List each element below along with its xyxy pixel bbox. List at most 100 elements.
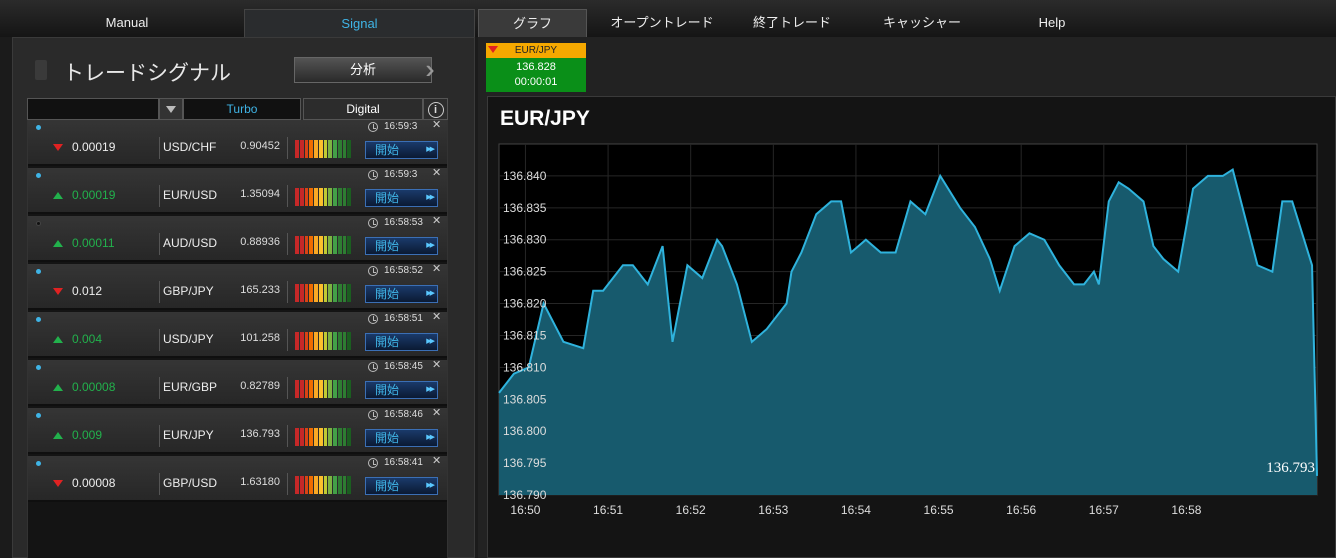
divider xyxy=(287,473,288,495)
open-trade-button[interactable]: 開始 xyxy=(365,381,438,399)
open-trade-button[interactable]: 開始 xyxy=(365,285,438,303)
arrow-down-icon xyxy=(53,480,63,487)
close-icon[interactable]: ✕ xyxy=(432,119,442,131)
divider xyxy=(287,377,288,399)
pair-label: USD/CHF xyxy=(163,140,217,154)
tab-manual[interactable]: Manual xyxy=(105,15,149,30)
change-value: 0.012 xyxy=(72,284,103,298)
signal-strength-meter xyxy=(295,380,351,398)
close-icon[interactable]: ✕ xyxy=(432,167,442,179)
status-dot xyxy=(36,125,41,130)
status-dot xyxy=(36,173,41,178)
price-value: 136.793 xyxy=(240,428,280,440)
close-icon[interactable]: ✕ xyxy=(432,455,442,467)
open-trade-button[interactable]: 開始 xyxy=(365,477,438,495)
tab-help[interactable]: Help xyxy=(1038,15,1066,30)
tab-signal[interactable]: Signal xyxy=(244,9,475,37)
open-trade-button[interactable]: 開始 xyxy=(365,141,438,159)
status-dot xyxy=(36,413,41,418)
open-trade-button[interactable]: 開始 xyxy=(365,237,438,255)
pair-label: GBP/USD xyxy=(163,476,218,490)
info-button[interactable]: i xyxy=(423,98,448,120)
y-tick-label: 136.795 xyxy=(503,456,547,470)
x-tick-label: 16:54 xyxy=(841,503,871,517)
quick-trade-price: 136.828 xyxy=(516,61,556,73)
chart-title: EUR/JPY xyxy=(500,107,590,130)
divider xyxy=(159,473,160,495)
change-value: 0.00019 xyxy=(72,188,116,202)
tab-cashier[interactable]: キャッシャー xyxy=(882,15,961,30)
filter-dropdown-button[interactable] xyxy=(159,98,183,120)
signal-strength-meter xyxy=(295,332,351,350)
tab-graph[interactable]: グラフ xyxy=(478,9,587,37)
x-tick-label: 16:50 xyxy=(510,503,540,517)
expiry-time: 16:59:3 xyxy=(384,169,418,180)
signal-row: 0.012 GBP/JPY 165.233 16:58:52 ✕ 開始 xyxy=(28,263,447,310)
divider xyxy=(159,185,160,207)
change-value: 0.004 xyxy=(72,332,103,346)
close-icon[interactable]: ✕ xyxy=(432,311,442,323)
arrow-up-icon xyxy=(53,240,63,247)
arrow-down-icon xyxy=(53,288,63,295)
x-tick-label: 16:52 xyxy=(676,503,706,517)
status-dot xyxy=(36,461,41,466)
change-value: 0.00008 xyxy=(72,380,116,394)
filter-select[interactable] xyxy=(27,98,159,120)
x-tick-label: 16:53 xyxy=(758,503,788,517)
tab-open-trades[interactable]: オープントレード xyxy=(610,15,714,30)
signal-row: 0.009 EUR/JPY 136.793 16:58:46 ✕ 開始 xyxy=(28,407,447,454)
x-tick-label: 16:51 xyxy=(593,503,623,517)
signal-strength-meter xyxy=(295,476,351,494)
filter-tab-digital[interactable]: Digital xyxy=(303,98,423,120)
price-value: 1.35094 xyxy=(240,188,280,200)
x-tick-label: 16:55 xyxy=(924,503,954,517)
price-value: 1.63180 xyxy=(240,476,280,488)
close-icon[interactable]: ✕ xyxy=(432,407,442,419)
clock-icon xyxy=(368,314,378,324)
y-tick-label: 136.820 xyxy=(503,297,547,311)
divider xyxy=(287,233,288,255)
signals-title: トレードシグナル xyxy=(63,62,231,85)
x-tick-label: 16:57 xyxy=(1089,503,1119,517)
change-value: 0.00008 xyxy=(72,476,116,490)
arrow-up-icon xyxy=(53,432,63,439)
quick-trade-body: 136.828 00:00:01 xyxy=(486,58,586,92)
open-trade-button[interactable]: 開始 xyxy=(365,189,438,207)
divider xyxy=(159,377,160,399)
close-icon[interactable]: ✕ xyxy=(432,215,442,227)
close-icon[interactable]: ✕ xyxy=(432,359,442,371)
divider xyxy=(287,185,288,207)
clock-icon xyxy=(368,410,378,420)
chevron-down-icon xyxy=(166,106,176,113)
expiry-time: 16:59:3 xyxy=(384,121,418,132)
arrow-down-icon xyxy=(53,144,63,151)
filter-tab-turbo[interactable]: Turbo xyxy=(183,98,301,120)
y-tick-label: 136.825 xyxy=(503,265,547,279)
x-tick-label: 16:56 xyxy=(1006,503,1036,517)
open-trade-button[interactable]: 開始 xyxy=(365,429,438,447)
y-tick-label: 136.805 xyxy=(503,392,547,406)
analyze-button[interactable]: 分析 xyxy=(294,57,432,83)
signal-row: 0.00008 GBP/USD 1.63180 16:58:41 ✕ 開始 xyxy=(28,455,447,502)
chart-panel: EUR/JPY 136.828 00:00:01 EUR/JPY 136.840… xyxy=(478,37,1336,558)
price-value: 165.233 xyxy=(240,284,280,296)
expiry-time: 16:58:51 xyxy=(384,313,423,324)
change-value: 0.00011 xyxy=(72,236,115,250)
divider xyxy=(159,425,160,447)
panel-marker-icon xyxy=(35,60,47,80)
status-dot xyxy=(36,221,41,226)
divider xyxy=(287,425,288,447)
quick-trade-card[interactable]: EUR/JPY 136.828 00:00:01 xyxy=(486,43,586,92)
open-trade-button[interactable]: 開始 xyxy=(365,333,438,351)
pair-label: GBP/JPY xyxy=(163,284,214,298)
current-price-label: 136.793 xyxy=(1266,460,1315,476)
clock-icon xyxy=(368,122,378,132)
price-chart[interactable]: 136.840 136.835 136.830 136.825 136.820 136.8… xyxy=(488,97,1336,558)
divider xyxy=(159,233,160,255)
tab-closed-trades[interactable]: 終了トレード xyxy=(752,15,831,30)
signal-row: 0.004 USD/JPY 101.258 16:58:51 ✕ 開始 xyxy=(28,311,447,358)
price-value: 0.88936 xyxy=(240,236,280,248)
close-icon[interactable]: ✕ xyxy=(432,263,442,275)
signals-panel: トレードシグナル 分析 ››› Turbo Digital i 0.00019 U… xyxy=(12,37,475,558)
quick-trade-timer: 00:00:01 xyxy=(514,76,558,88)
